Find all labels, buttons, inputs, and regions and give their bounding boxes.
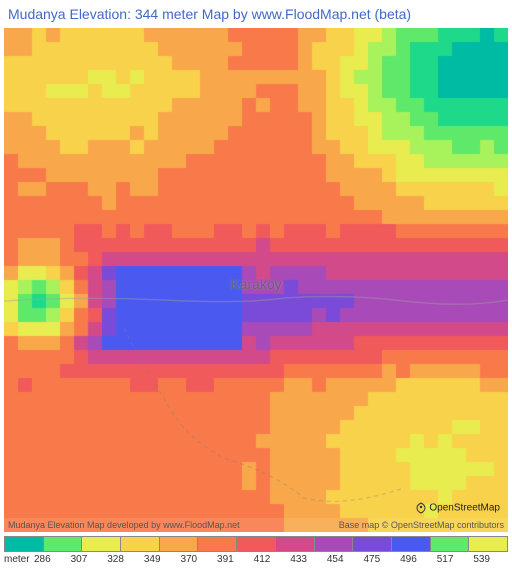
elevation-legend: meter 2863073283493703914124334544754965… xyxy=(4,536,508,580)
legend-swatch xyxy=(314,536,353,552)
footer-right: Base map © OpenStreetMap contributors xyxy=(339,520,504,530)
legend-swatch xyxy=(352,536,391,552)
legend-value: 496 xyxy=(398,554,435,565)
legend-swatch xyxy=(120,536,159,552)
legend-swatch xyxy=(430,536,469,552)
road-overlay xyxy=(4,298,508,300)
legend-value: 517 xyxy=(435,554,472,565)
legend-value: 454 xyxy=(325,554,362,565)
page-title: Mudanya Elevation: 344 meter Map by www.… xyxy=(4,4,508,28)
boundary-overlay xyxy=(104,328,424,528)
legend-value: 412 xyxy=(252,554,289,565)
osm-attribution[interactable]: OpenStreetMap xyxy=(415,502,500,514)
legend-swatch xyxy=(159,536,198,552)
place-label: Karaköy xyxy=(230,276,281,292)
legend-swatch xyxy=(468,536,508,552)
legend-value: 286 xyxy=(32,554,69,565)
legend-swatch xyxy=(275,536,314,552)
legend-value: 433 xyxy=(288,554,325,565)
legend-value: 307 xyxy=(69,554,106,565)
legend-value: 328 xyxy=(105,554,142,565)
footer-left: Mudanya Elevation Map developed by www.F… xyxy=(8,520,240,530)
legend-bar xyxy=(4,536,508,552)
legend-value: 539 xyxy=(471,554,508,565)
elevation-map[interactable]: Karaköy OpenStreetMap Mudanya Elevation … xyxy=(4,28,508,532)
osm-label: OpenStreetMap xyxy=(429,503,500,514)
legend-swatch xyxy=(197,536,236,552)
legend-value: 391 xyxy=(215,554,252,565)
map-footer: Mudanya Elevation Map developed by www.F… xyxy=(4,518,508,532)
legend-swatch xyxy=(391,536,430,552)
legend-swatch xyxy=(81,536,120,552)
legend-value: 475 xyxy=(361,554,398,565)
legend-swatch xyxy=(43,536,82,552)
legend-swatch xyxy=(4,536,43,552)
legend-labels: 286307328349370391412433454475496517539 xyxy=(4,554,508,565)
legend-unit: meter xyxy=(4,554,30,565)
map-container: Mudanya Elevation: 344 meter Map by www.… xyxy=(0,0,512,582)
legend-swatch xyxy=(236,536,275,552)
legend-value: 349 xyxy=(142,554,179,565)
legend-value: 370 xyxy=(178,554,215,565)
